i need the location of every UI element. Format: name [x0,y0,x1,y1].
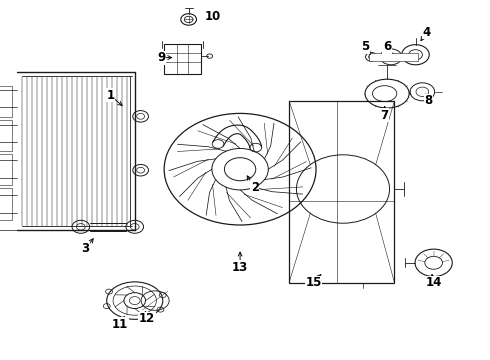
Text: 8: 8 [425,94,433,107]
Text: 13: 13 [232,261,248,274]
Bar [0,188,12,220]
Text: 2: 2 [251,181,259,194]
Text: 11: 11 [112,318,128,330]
Text: 10: 10 [205,10,221,23]
Text: 7: 7 [381,109,389,122]
Text: 4: 4 [422,26,430,39]
Text: 15: 15 [305,276,322,289]
Bar [0,120,12,151]
Text: 3: 3 [82,242,90,255]
Text: 6: 6 [383,40,391,53]
Bar [0,154,12,185]
Text: 1: 1 [106,89,114,102]
Text: 9: 9 [158,51,166,64]
Bar [0,86,12,117]
Text: 14: 14 [425,276,442,289]
Bar [369,53,418,61]
Text: 5: 5 [361,40,369,53]
Bar [289,101,394,283]
Text: 12: 12 [139,312,155,325]
Bar [164,44,201,74]
